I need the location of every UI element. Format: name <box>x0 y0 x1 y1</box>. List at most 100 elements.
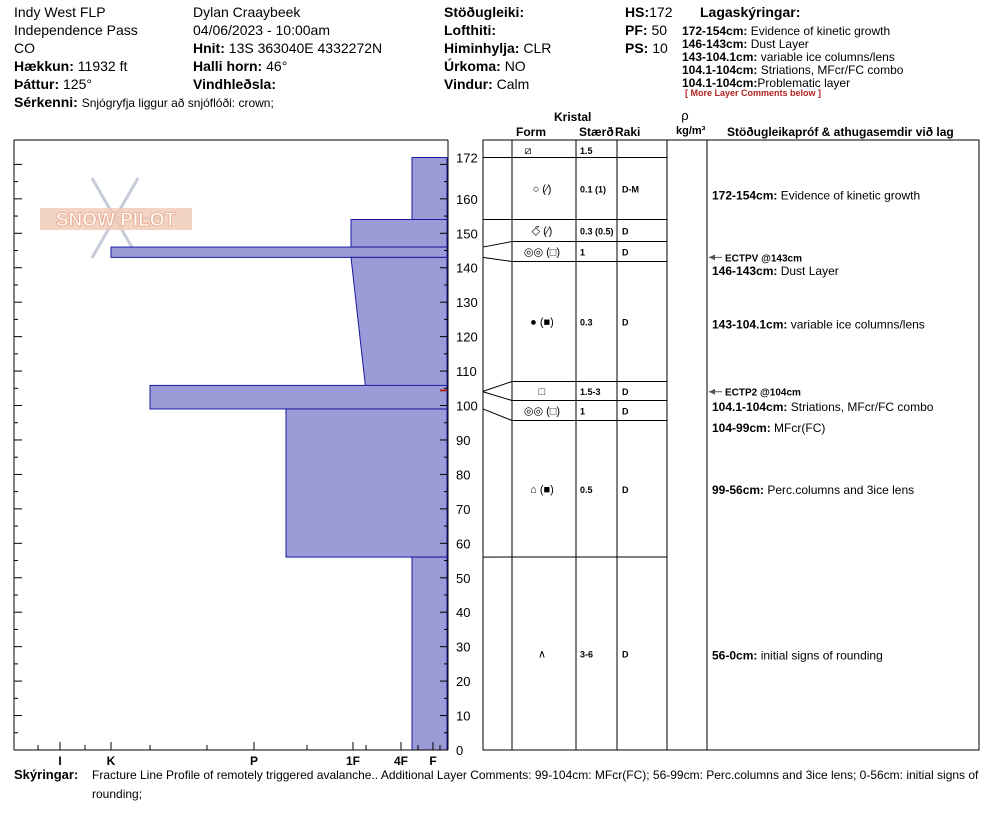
x-tick-label: 1F <box>346 754 360 768</box>
logo-banner <box>40 208 192 230</box>
header-rho: ρ <box>681 108 688 123</box>
hardness-layer <box>411 556 448 751</box>
layer-moisture: D-M <box>622 185 639 195</box>
depth-connector <box>482 241 513 248</box>
hardness-layer <box>350 219 448 248</box>
x-tick-label: F <box>429 754 436 768</box>
x-tick-label: P <box>250 754 258 768</box>
layer-table: ⧄ 1.5 ○ (⁄) 0.1 (1) D-M ◇̃ (⁄) 0.3 (0.5) D ◎◎ (□… <box>482 139 980 751</box>
y-tick-label: 50 <box>456 571 470 586</box>
pf: PF: 50 <box>625 22 668 38</box>
table-headers: Kristal Form Stærð Raki ρ kg/m³ Stöðugleikapró… <box>516 108 954 139</box>
hardness-layer <box>411 157 448 221</box>
header-size: Stærð <box>579 125 614 139</box>
features: Sérkenni: Snjógryfja liggur að snjóflóði… <box>14 94 274 110</box>
layer-legend-title: Lagaskýringar: <box>700 4 801 20</box>
layer-comment: 99-56cm: Perc.columns and 3ice lens <box>712 483 914 497</box>
test-arrow-head <box>709 388 715 395</box>
layer-moisture: D <box>622 387 629 397</box>
stability-test: ECTPV @143cm <box>725 253 802 264</box>
layer-form: ∧ <box>538 649 546 661</box>
test-arrow-head <box>709 254 715 261</box>
observer: Dylan Craaybeek <box>193 4 301 20</box>
stability-test: ECTP2 @104cm <box>725 388 801 399</box>
footer-text: Fracture Line Profile of remotely trigge… <box>92 768 979 782</box>
footer-label: Skýringar: <box>14 767 79 782</box>
site: Independence Pass <box>14 22 138 38</box>
legend-item: 143-104.1cm: variable ice columns/lens <box>682 50 895 64</box>
header-moisture: Raki <box>615 125 640 139</box>
y-tick-label: 0 <box>456 743 463 758</box>
wind-loading: Vindhleðsla: <box>193 76 276 92</box>
layer-size: 1 <box>580 407 585 417</box>
state: CO <box>14 40 35 56</box>
ps: PS: 10 <box>625 40 668 56</box>
layer-size: 0.1 (1) <box>580 185 606 195</box>
layer-comment: 56-0cm: initial signs of rounding <box>712 648 883 662</box>
layer-form: ● (■) <box>530 317 554 329</box>
layer-form: ◇̃ (⁄) <box>532 226 553 238</box>
depth-connector <box>482 391 513 401</box>
table-border <box>482 139 980 751</box>
y-tick-label: 90 <box>456 433 470 448</box>
y-tick-label: 120 <box>456 330 478 345</box>
surface-size: 1.5 <box>580 146 593 156</box>
hardness-profile <box>110 157 448 751</box>
layer-form: ◎◎ (□) <box>524 247 560 259</box>
depth-connector <box>482 256 513 262</box>
hs: HS:172 <box>625 4 673 20</box>
more-comments-link[interactable]: [ More Layer Comments below ] <box>685 88 822 98</box>
hardness-layer <box>350 256 448 392</box>
footer-text-2: rounding; <box>92 787 143 801</box>
layer-moisture: D <box>622 248 629 258</box>
legend-item: 104.1-104cm:Problematic layer <box>682 76 851 90</box>
legend-item: 104.1-104cm: Striations, MFcr/FC combo <box>682 63 904 77</box>
wind: Vindur: Calm <box>444 76 530 92</box>
depth-connector <box>482 381 513 392</box>
layer-size: 0.3 <box>580 318 593 328</box>
layer-comment: 104.1-104cm: Striations, MFcr/FC combo <box>712 400 934 414</box>
layer-moisture: D <box>622 650 629 660</box>
y-tick-label: 150 <box>456 226 478 241</box>
y-tick-label: 130 <box>456 295 478 310</box>
air-temp: Lofthiti: <box>444 22 497 38</box>
chart-axes: 0 10 20 30 40 50 60 70 80 90 100 110 120 130 140 150 160… <box>13 139 478 768</box>
location: Indy West FLP <box>14 4 106 20</box>
layer-size: 1.5-3 <box>580 387 601 397</box>
y-tick-label: 70 <box>456 502 470 517</box>
layer-comment: 172-154cm: Evidence of kinetic growth <box>712 188 920 202</box>
sky: Himinhylja: CLR <box>444 40 552 56</box>
layer-form: □ <box>539 386 546 398</box>
layer-form: ⌂ (■) <box>530 484 554 496</box>
aspect: Þáttur: 125° <box>14 76 92 92</box>
y-tick-label: 30 <box>456 640 470 655</box>
layer-form: ○ (⁄) <box>533 184 552 196</box>
y-tick-label: 60 <box>456 536 470 551</box>
layer-moisture: D <box>622 407 629 417</box>
hardness-layer <box>110 246 448 258</box>
x-tick-label: I <box>58 754 61 768</box>
y-tick-label: 160 <box>456 192 478 207</box>
header-tests: Stöðugleikapróf & athugasemdir við lag <box>727 125 954 139</box>
x-tick-label: 4F <box>394 754 408 768</box>
y-tick-label: 20 <box>456 674 470 689</box>
layer-moisture: D <box>622 318 629 328</box>
coords: Hnit: 13S 363040E 4332272N <box>193 40 383 56</box>
y-tick-label: 140 <box>456 261 478 276</box>
layer-comment: 104-99cm: MFcr(FC) <box>712 421 825 435</box>
hardness-layer <box>285 408 448 558</box>
logo-text: SNOW PILOT <box>56 210 177 231</box>
y-tick-label: 172 <box>456 151 478 166</box>
layer-size: 1 <box>580 248 585 258</box>
layer-comment: 146-143cm: Dust Layer <box>712 264 839 278</box>
y-tick-label: 100 <box>456 399 478 414</box>
x-tick-label: K <box>107 754 116 768</box>
legend-item: 172-154cm: Evidence of kinetic growth <box>682 24 891 38</box>
layer-size: 0.5 <box>580 485 593 495</box>
slope: Halli horn: 46° <box>193 58 288 74</box>
datetime: 04/06/2023 - 10:00am <box>193 22 330 38</box>
layer-form: ◎◎ (□) <box>524 406 560 418</box>
depth-connector <box>482 408 513 421</box>
layer-comment: 143-104.1cm: variable ice columns/lens <box>712 318 925 332</box>
